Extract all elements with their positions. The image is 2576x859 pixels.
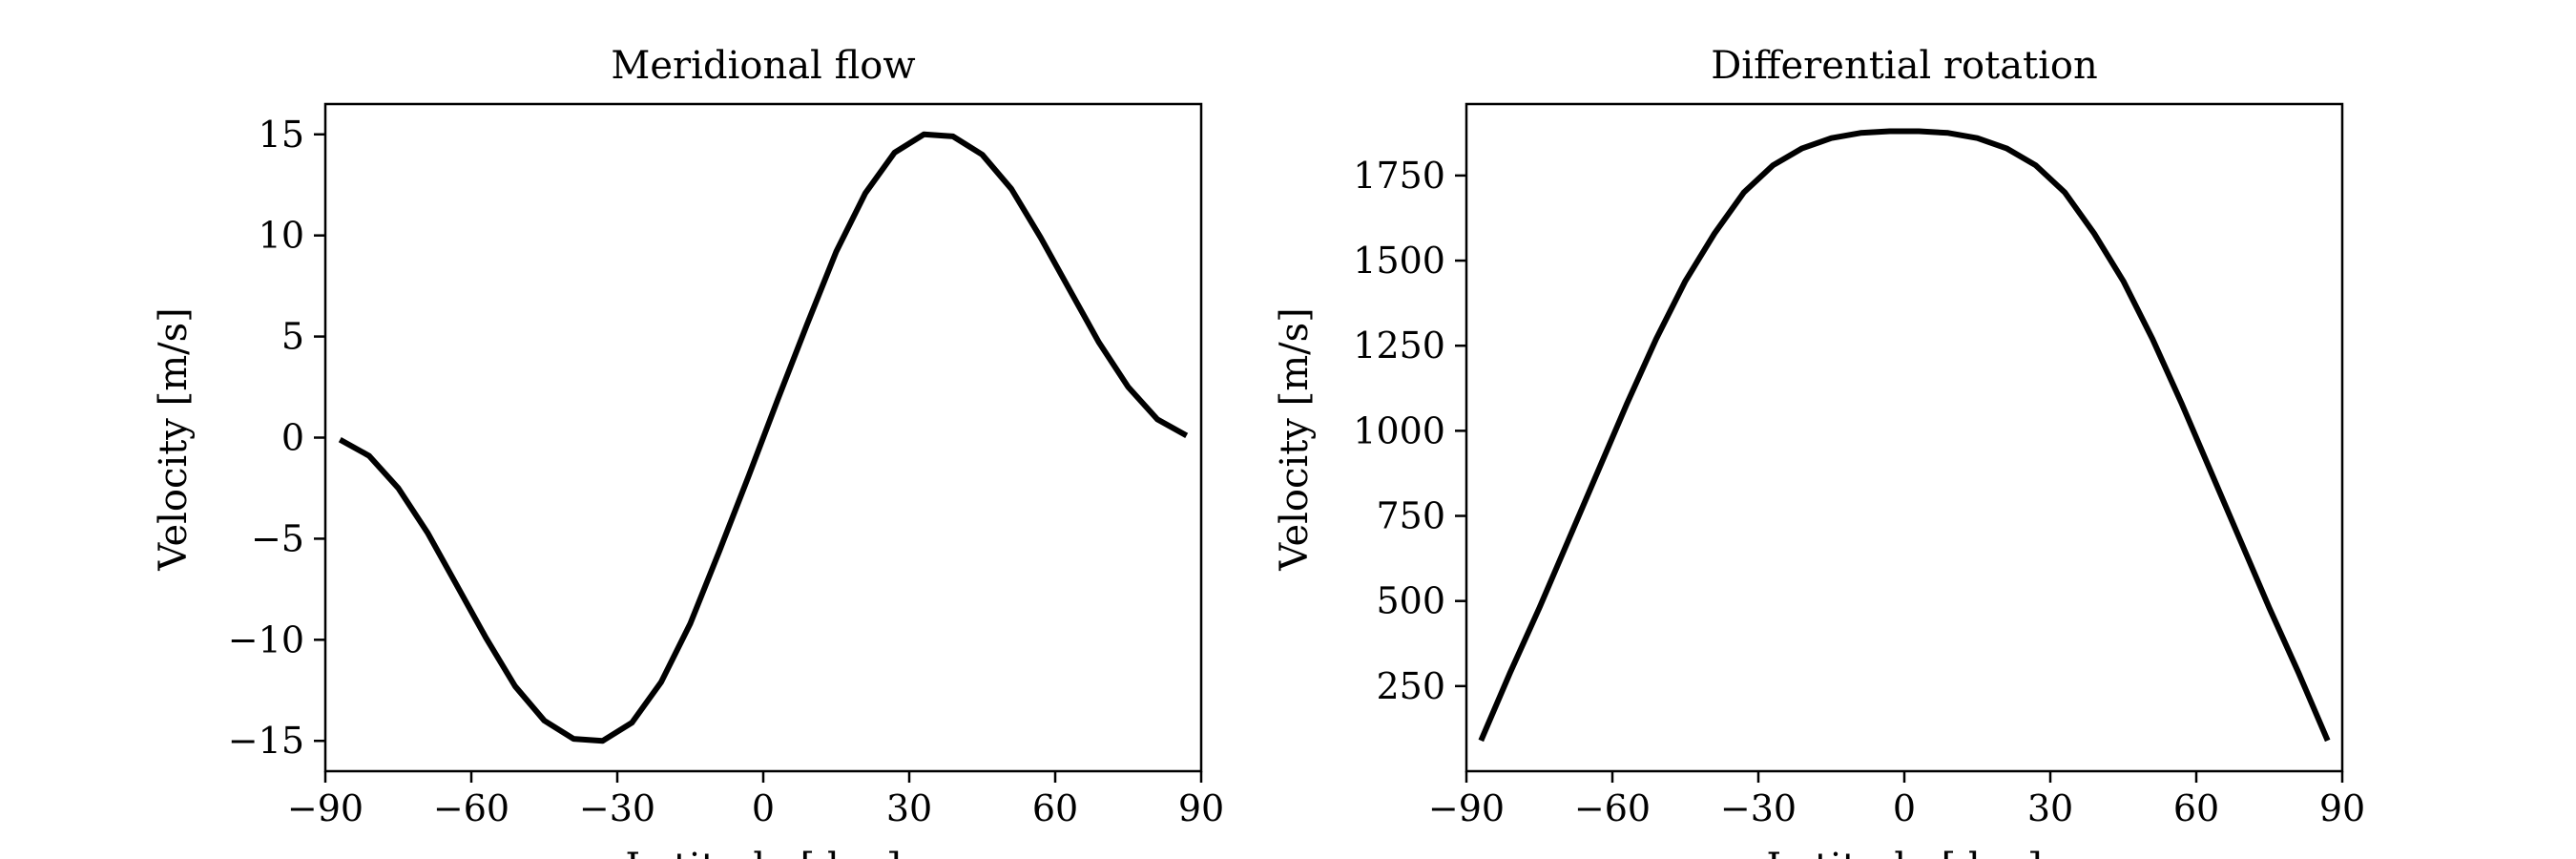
differential-rotation-series-line-0: [1478, 128, 2331, 743]
meridional-flow-y-tick-label: −10: [228, 618, 304, 660]
differential-rotation-y-tick-label: 750: [1376, 495, 1445, 537]
meridional-flow-x-tick-label: 90: [1178, 787, 1224, 829]
meridional-flow-panel: Meridional flow Latitude [deg] Velocity …: [152, 44, 1224, 859]
differential-rotation-y-tick-label: 1000: [1353, 409, 1445, 451]
differential-rotation-x-tick-label: 60: [2173, 787, 2219, 829]
meridional-flow-y-tick-label: 0: [281, 417, 304, 459]
meridional-flow-x-tick-label: −90: [287, 787, 364, 829]
meridional-flow-x-tick-label: 0: [752, 787, 775, 829]
differential-rotation-y-tick-label: 250: [1376, 665, 1445, 707]
meridional-flow-title: Meridional flow: [611, 44, 915, 88]
meridional-flow-y-tick-label: 5: [281, 316, 304, 358]
differential-rotation-y-tick-label: 1500: [1353, 240, 1445, 282]
meridional-flow-ylabel: Velocity [m/s]: [152, 307, 196, 572]
differential-rotation-y-tick-label: 1750: [1353, 155, 1445, 197]
meridional-flow-y-tick-label: 10: [259, 215, 304, 257]
differential-rotation-title: Differential rotation: [1711, 44, 2098, 88]
differential-rotation-x-tick-label: −90: [1428, 787, 1505, 829]
differential-rotation-y-tick-label: 500: [1376, 580, 1445, 622]
meridional-flow-xlabel: Latitude [deg]: [625, 846, 901, 859]
differential-rotation-panel: Differential rotation Latitude [deg] Vel…: [1273, 44, 2365, 859]
differential-rotation-xlabel: Latitude [deg]: [1766, 846, 2042, 859]
differential-rotation-ylabel: Velocity [m/s]: [1273, 307, 1317, 572]
differential-rotation-x-tick-label: −30: [1720, 787, 1797, 829]
meridional-flow-y-tick-label: 15: [259, 114, 304, 156]
differential-rotation-x-tick-label: 90: [2319, 787, 2365, 829]
differential-rotation-x-tick-label: 30: [2027, 787, 2073, 829]
differential-rotation-axes-frame: [1465, 102, 2344, 773]
meridional-flow-x-tick-label: −60: [433, 787, 509, 829]
differential-rotation-y-tick-label: 1250: [1353, 325, 1445, 367]
meridional-flow-x-tick-label: 30: [886, 787, 932, 829]
differential-rotation-x-tick-label: −60: [1574, 787, 1651, 829]
meridional-flow-x-tick-label: 60: [1032, 787, 1078, 829]
meridional-flow-y-tick-label: −5: [251, 517, 304, 559]
meridional-flow-series-line-0: [338, 131, 1189, 744]
meridional-flow-x-tick-label: −30: [579, 787, 655, 829]
meridional-flow-y-tick-label: −15: [228, 720, 304, 762]
differential-rotation-x-tick-label: 0: [1893, 787, 1916, 829]
